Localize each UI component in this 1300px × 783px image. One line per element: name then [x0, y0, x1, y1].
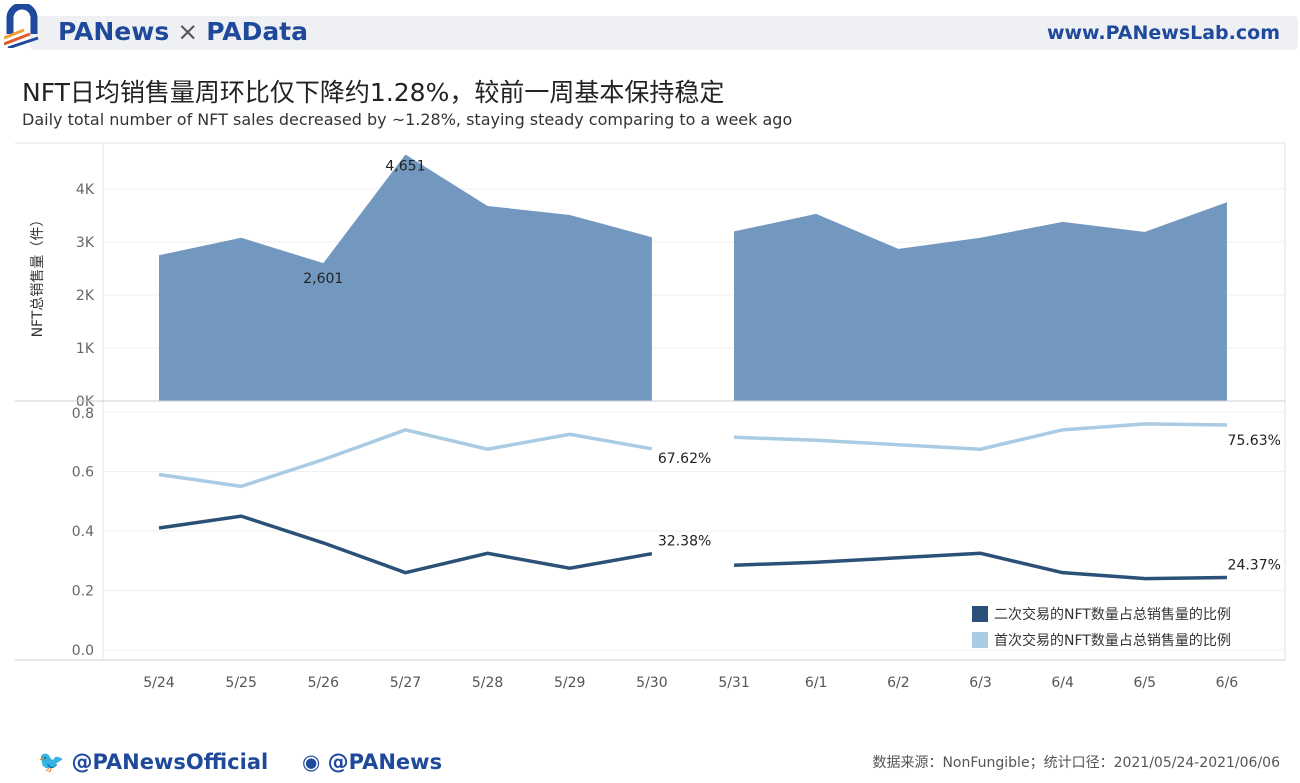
data-label: 24.37%: [1228, 557, 1281, 573]
y-tick-label: 0K: [76, 394, 95, 410]
twitter-icon: 🐦: [38, 750, 65, 774]
x-tick-label: 6/2: [887, 675, 910, 691]
page-subtitle: Daily total number of NFT sales decrease…: [22, 110, 793, 129]
x-tick-label: 6/1: [805, 675, 828, 691]
data-label: 67.62%: [658, 451, 711, 467]
legend-swatch: [972, 606, 988, 622]
y-tick-label: 2K: [76, 288, 95, 304]
x-tick-label: 5/30: [636, 675, 667, 691]
y-tick-label: 0.8: [72, 406, 94, 422]
x-tick-label: 5/31: [718, 675, 749, 691]
y-tick-label: 0.0: [72, 643, 94, 659]
series-line: [158, 514, 653, 575]
x-tick-label: 6/6: [1216, 675, 1239, 691]
series-line: [733, 422, 1227, 451]
area-segment: [159, 154, 652, 401]
y-tick-label: 4K: [76, 182, 95, 198]
weibo-icon: ◉: [302, 750, 321, 774]
series-line: [158, 428, 653, 489]
y-tick-label: 0.4: [72, 524, 94, 540]
twitter-handle[interactable]: 🐦 @PANewsOfficial: [38, 750, 269, 774]
y-tick-label: 0.2: [72, 584, 94, 600]
legend-item-secondary: 二次交易的NFT数量占总销售量的比例: [972, 604, 1231, 624]
x-tick-label: 5/25: [225, 675, 256, 691]
x-tick-label: 5/24: [143, 675, 175, 691]
x-tick-label: 5/27: [390, 675, 421, 691]
panews-logo-icon: [4, 4, 39, 48]
data-label: 2,601: [303, 271, 343, 287]
y-axis-title: NFT总销售量（件）: [30, 213, 46, 338]
y-tick-label: 1K: [76, 341, 95, 357]
x-tick-label: 6/3: [969, 675, 992, 691]
series-line: [733, 551, 1227, 581]
y-tick-label: 3K: [76, 235, 95, 251]
weibo-handle[interactable]: ◉ @PANews: [302, 750, 443, 774]
x-tick-label: 5/29: [554, 675, 585, 691]
legend-swatch: [972, 632, 988, 648]
x-tick-label: 6/5: [1134, 675, 1157, 691]
page-title: NFT日均销售量周环比仅下降约1.28%，较前一周基本保持稳定: [22, 78, 725, 107]
x-tick-label: 5/28: [472, 675, 503, 691]
legend-item-primary: 首次交易的NFT数量占总销售量的比例: [972, 630, 1231, 650]
data-label: 4,651: [385, 158, 425, 174]
y-tick-label: 0.6: [72, 465, 94, 481]
header-bar: [30, 16, 1298, 50]
data-label: 75.63%: [1228, 433, 1281, 449]
site-url[interactable]: www.PANewsLab.com: [1046, 22, 1280, 44]
data-label: 32.38%: [658, 534, 711, 550]
x-tick-label: 6/4: [1051, 675, 1074, 691]
area-segment: [734, 202, 1227, 401]
x-tick-label: 5/26: [308, 675, 340, 691]
data-source: 数据来源：NonFungible；统计口径：2021/05/24-2021/06…: [872, 755, 1280, 771]
brand-logo: PANews × PAData: [58, 17, 309, 46]
